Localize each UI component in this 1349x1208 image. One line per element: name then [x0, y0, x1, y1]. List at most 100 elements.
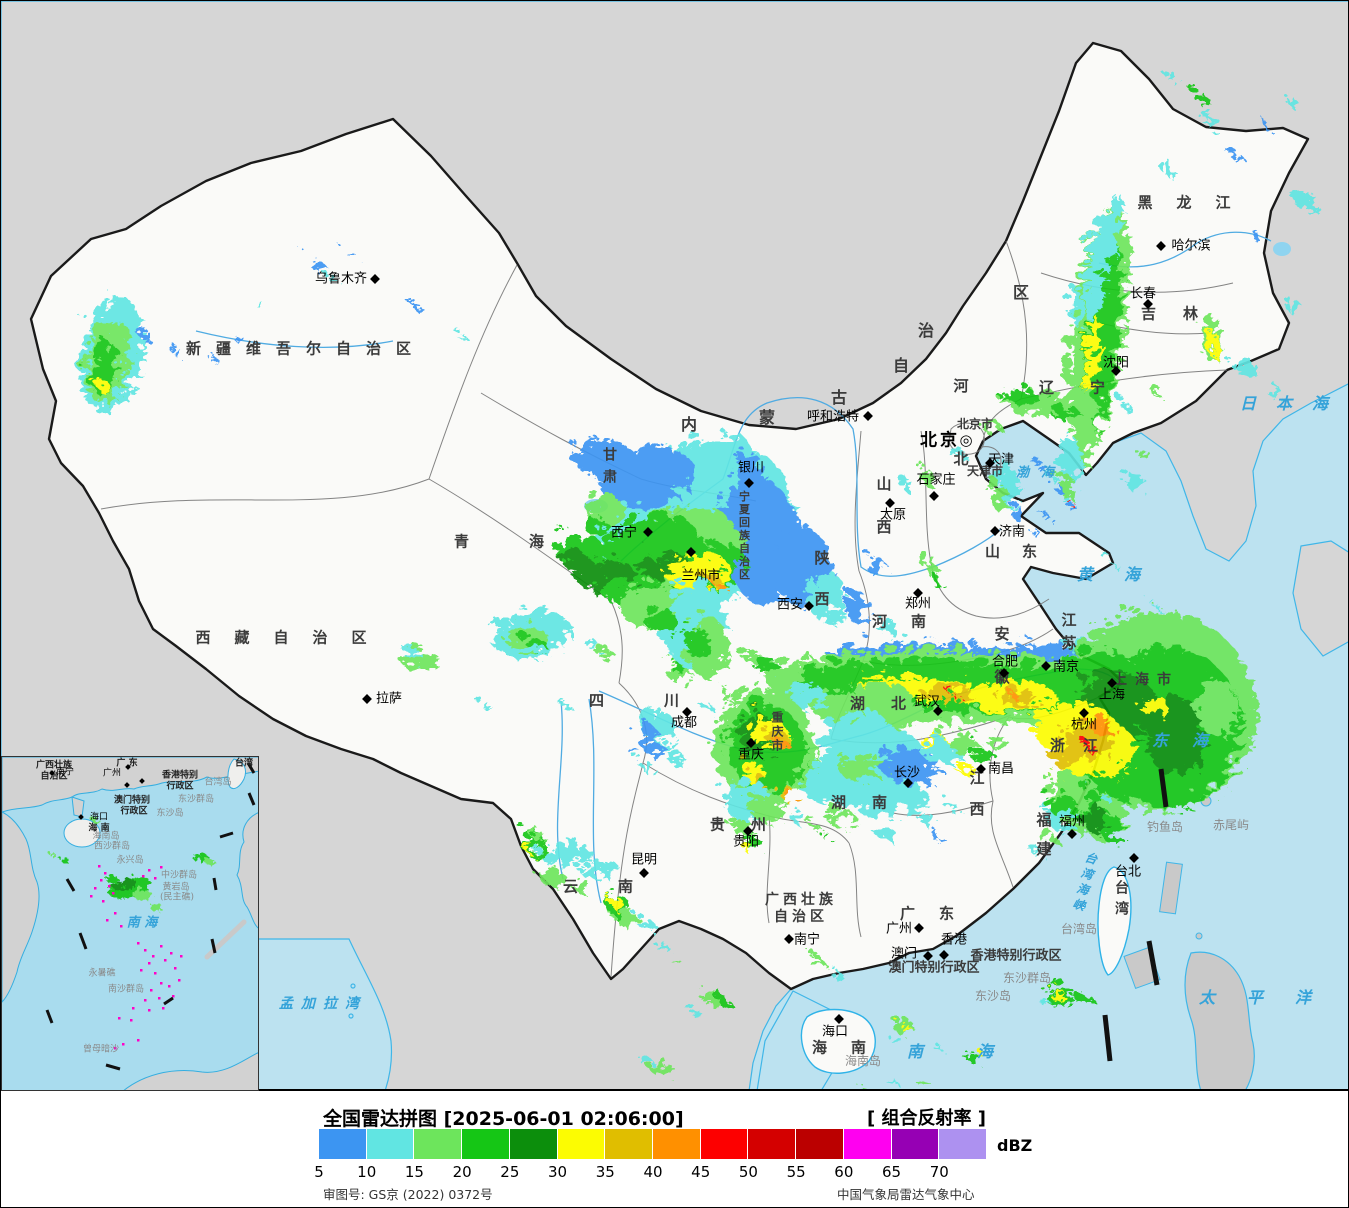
- map-title: 全国雷达拼图 [2025-06-01 02:06:00]: [323, 1108, 684, 1130]
- echo-cell: [972, 1046, 980, 1052]
- echo-cell: [863, 551, 879, 571]
- echo-cell: [1041, 468, 1051, 474]
- reef-dot: [122, 1043, 125, 1046]
- dash-segment: [163, 996, 174, 1006]
- legend-panel: 全国雷达拼图 [2025-06-01 02:06:00] [ 组合反射率 ] d…: [1, 1093, 1348, 1207]
- reef-dot: [142, 875, 145, 878]
- inset-label: 台湾岛: [204, 777, 232, 788]
- scale-value: 35: [595, 1163, 615, 1181]
- taiwan-island: [1097, 866, 1132, 976]
- reef-dot: [152, 955, 155, 958]
- inset-label: 广西壮族: [35, 760, 73, 771]
- echo-cell: [1141, 691, 1201, 771]
- reef-dot: [160, 982, 163, 985]
- echo-cell: [915, 463, 927, 479]
- inset-label: 海口: [89, 812, 109, 823]
- inset-label: 广州: [102, 768, 122, 779]
- echo-cell: [1077, 799, 1101, 827]
- echo-cell: [857, 1083, 865, 1089]
- inset-label: 永暑礁: [88, 968, 116, 979]
- reef-dot: [90, 895, 93, 898]
- reef-dot: [148, 869, 151, 872]
- reef-dot: [154, 877, 157, 880]
- echo-cell: [884, 1029, 894, 1037]
- echo-cell: [721, 427, 741, 455]
- inset-label: 行政区: [120, 806, 148, 817]
- inset-label: 西沙群岛: [93, 841, 131, 852]
- echo-cell: [945, 444, 961, 454]
- reef-dot: [94, 887, 97, 890]
- reef-dot: [148, 962, 151, 965]
- echo-cell: [526, 823, 536, 835]
- echo-cell: [1191, 87, 1201, 99]
- scale-value: 20: [452, 1163, 472, 1181]
- inset-label: 台湾: [234, 758, 254, 769]
- inset-label: 南沙群岛: [107, 984, 145, 995]
- echo-cell: [1007, 690, 1015, 696]
- reef-dot: [178, 979, 181, 982]
- echo-cell: [1042, 788, 1070, 810]
- echo-cell: [104, 873, 116, 881]
- reef-dot: [137, 942, 140, 945]
- scale-segment: [462, 1129, 510, 1159]
- scale-value: 40: [643, 1163, 663, 1181]
- inset-nine-dash-line: [45, 762, 256, 1071]
- echo-cell: [826, 965, 836, 973]
- khanka-lake: [1273, 242, 1291, 256]
- scale-value: 15: [404, 1163, 424, 1181]
- inset-hainan: [63, 818, 101, 848]
- echo-cell: [1108, 559, 1114, 563]
- reef-dot: [150, 989, 153, 992]
- inset-taiwan: [227, 758, 247, 790]
- echo-cell: [1092, 543, 1100, 549]
- scale-value: 55: [786, 1163, 806, 1181]
- echo-cell: [640, 604, 672, 628]
- echo-cell: [609, 905, 633, 921]
- reef-dot: [164, 959, 167, 962]
- inset-label: 澳门特别: [113, 795, 151, 806]
- echo-cell: [579, 512, 603, 530]
- echo-cell: [817, 828, 825, 834]
- echo-cell: [202, 856, 212, 862]
- inset-label: 中沙群岛: [160, 870, 198, 881]
- scale-segment: [653, 1129, 701, 1159]
- echo-cell: [596, 520, 656, 558]
- map-approval-number: 审图号: GS京 (2022) 0372号: [323, 1187, 493, 1202]
- echo-cell: [684, 1003, 694, 1009]
- reef-dot: [108, 885, 111, 888]
- echo-cell: [1043, 983, 1059, 993]
- echo-cell: [958, 1046, 974, 1056]
- echo-cell: [1031, 990, 1041, 996]
- echo-cell: [736, 645, 756, 657]
- echo-cell: [566, 875, 586, 887]
- echo-cell: [1229, 356, 1253, 370]
- echo-cell: [1116, 397, 1126, 405]
- dash-segment: [219, 831, 234, 839]
- reef-dot: [104, 872, 107, 875]
- echo-cell: [605, 891, 617, 905]
- scale-segment: [748, 1129, 797, 1159]
- echo-cell: [521, 838, 529, 850]
- hainan-island: [800, 1008, 876, 1074]
- echo-cell: [636, 722, 656, 750]
- echo-cell: [726, 813, 746, 829]
- echo-cell: [1246, 227, 1256, 235]
- reef-dot: [98, 865, 101, 868]
- scale-value: 65: [882, 1163, 902, 1181]
- echo-cell: [1037, 508, 1045, 514]
- echo-cell: [766, 663, 796, 683]
- scale-value: 25: [500, 1163, 520, 1181]
- reef-dot: [118, 1017, 121, 1020]
- reef-dot: [162, 1007, 165, 1010]
- echo-cell: [1281, 92, 1291, 100]
- echo-cell: [226, 328, 236, 334]
- echo-cell: [1289, 188, 1313, 204]
- scale-value: 5: [314, 1163, 324, 1181]
- echo-cell: [927, 570, 935, 582]
- echo-cell: [166, 343, 176, 349]
- echo-cell: [321, 267, 331, 275]
- andaman-islands: [348, 983, 360, 1019]
- echo-cell: [304, 254, 318, 264]
- echo-cell: [1094, 787, 1104, 795]
